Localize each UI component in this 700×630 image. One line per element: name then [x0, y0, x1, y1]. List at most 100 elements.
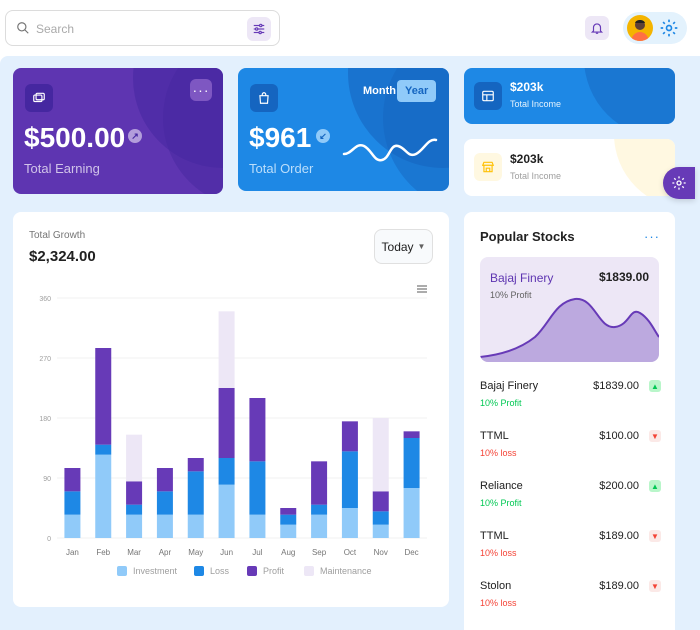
- bar-loss-sep[interactable]: [311, 504, 328, 515]
- legend-label: Profit: [263, 566, 285, 576]
- bar-loss-jan[interactable]: [64, 491, 81, 515]
- bar-investment-mar[interactable]: [126, 514, 143, 538]
- search-input[interactable]: [36, 19, 236, 39]
- bar-investment-nov[interactable]: [372, 524, 389, 538]
- earning-card: ··· $500.00 ↗ Total Earning: [13, 68, 223, 194]
- notifications-button[interactable]: [585, 16, 609, 40]
- bar-loss-apr[interactable]: [156, 491, 173, 515]
- bar-profit-mar[interactable]: [126, 481, 143, 505]
- bar-investment-jul[interactable]: [249, 514, 266, 538]
- bar-maintenance-nov[interactable]: [372, 418, 389, 492]
- legend-label: Loss: [210, 566, 230, 576]
- legend-label: Investment: [133, 566, 178, 576]
- stock-name: TTML: [480, 430, 509, 442]
- income-primary-label: Total Income: [510, 99, 562, 109]
- bar-profit-aug[interactable]: [280, 508, 297, 515]
- chevron-down-icon: ▼: [649, 430, 661, 442]
- bar-loss-oct[interactable]: [341, 451, 358, 508]
- chart-menu-icon[interactable]: [416, 283, 428, 295]
- earning-more-button[interactable]: ···: [190, 79, 212, 101]
- bar-profit-feb[interactable]: [95, 348, 112, 445]
- stock-row[interactable]: Reliance $200.00 ▲ 10% Profit: [480, 480, 661, 520]
- bar-loss-feb[interactable]: [95, 444, 112, 455]
- toggle-year[interactable]: Year: [397, 80, 437, 102]
- x-tick-label: Apr: [159, 548, 172, 557]
- bar-loss-aug[interactable]: [280, 514, 297, 525]
- bar-profit-jul[interactable]: [249, 398, 266, 462]
- stock-price: $189.00: [599, 530, 639, 542]
- stock-row[interactable]: TTML $100.00 ▼ 10% loss: [480, 430, 661, 470]
- legend-loss[interactable]: Loss: [194, 566, 229, 576]
- order-amount: $961: [249, 122, 312, 153]
- legend-maintenance[interactable]: Maintenance: [304, 566, 372, 576]
- bar-profit-jun[interactable]: [218, 388, 235, 458]
- x-tick-label: May: [188, 548, 203, 557]
- bar-investment-jun[interactable]: [218, 484, 235, 538]
- bar-investment-dec[interactable]: [403, 488, 420, 538]
- search-icon: [17, 22, 29, 34]
- bar-investment-aug[interactable]: [280, 524, 297, 538]
- stock-area-chart: [480, 297, 659, 362]
- income-card-secondary: $203k Total Income: [464, 139, 675, 196]
- legend-swatch: [304, 566, 314, 576]
- bar-loss-may[interactable]: [187, 471, 204, 515]
- bar-loss-jul[interactable]: [249, 461, 266, 515]
- bell-icon: [590, 23, 604, 34]
- bar-maintenance-jun[interactable]: [218, 311, 235, 388]
- stock-name: Reliance: [480, 480, 523, 492]
- bar-investment-apr[interactable]: [156, 514, 173, 538]
- period-select-value: Today: [381, 239, 414, 254]
- earning-label: Total Earning: [24, 161, 100, 176]
- growth-amount: $2,324.00: [29, 248, 96, 265]
- legend-investment[interactable]: Investment: [117, 566, 177, 576]
- bar-profit-may[interactable]: [187, 458, 204, 472]
- bar-investment-feb[interactable]: [95, 454, 112, 538]
- stock-price: $189.00: [599, 580, 639, 592]
- bar-investment-oct[interactable]: [341, 508, 358, 538]
- bar-loss-nov[interactable]: [372, 511, 389, 525]
- wallet-icon: [33, 92, 45, 103]
- bar-maintenance-mar[interactable]: [126, 434, 143, 482]
- profile-button[interactable]: [623, 12, 687, 44]
- table-icon: [482, 90, 494, 102]
- settings-icon: [660, 19, 678, 37]
- bar-profit-dec[interactable]: [403, 431, 420, 438]
- x-tick-label: Sep: [312, 548, 327, 557]
- stock-price: $200.00: [599, 480, 639, 492]
- stock-highlight-change: 10% Profit: [490, 290, 532, 300]
- stock-highlight-card[interactable]: Bajaj Finery $1839.00 10% Profit: [480, 257, 659, 362]
- legend-profit[interactable]: Profit: [247, 566, 284, 576]
- stock-row[interactable]: Bajaj Finery $1839.00 ▲ 10% Profit: [480, 380, 661, 420]
- income-card-primary: $203k Total Income: [464, 68, 675, 124]
- x-tick-label: Mar: [127, 548, 141, 557]
- customize-button[interactable]: [663, 167, 695, 199]
- bar-profit-apr[interactable]: [156, 468, 173, 492]
- bar-loss-jun[interactable]: [218, 458, 235, 485]
- shopping-bag-icon: [259, 92, 269, 104]
- bar-investment-sep[interactable]: [311, 514, 328, 538]
- bar-loss-dec[interactable]: [403, 438, 420, 488]
- x-tick-label: Feb: [96, 548, 110, 557]
- period-select[interactable]: Today ▼: [374, 229, 433, 264]
- bar-profit-jan[interactable]: [64, 468, 81, 492]
- x-tick-label: Nov: [374, 548, 388, 557]
- bar-profit-nov[interactable]: [372, 491, 389, 512]
- bar-investment-jan[interactable]: [64, 514, 81, 538]
- bar-loss-mar[interactable]: [126, 504, 143, 515]
- bar-investment-may[interactable]: [187, 514, 204, 538]
- order-sparkline: [342, 138, 438, 162]
- stock-name: Stolon: [480, 580, 512, 592]
- bar-profit-sep[interactable]: [311, 461, 328, 505]
- filter-button[interactable]: [247, 17, 271, 41]
- x-tick-label: Oct: [344, 548, 357, 557]
- stock-change: 10% Profit: [480, 498, 522, 508]
- chevron-up-icon: ▲: [649, 480, 661, 492]
- stock-row[interactable]: TTML $189.00 ▼ 10% loss: [480, 530, 661, 570]
- stocks-title: Popular Stocks: [480, 229, 575, 244]
- bar-profit-oct[interactable]: [341, 421, 358, 452]
- stock-row[interactable]: Stolon $189.00 ▼ 10% loss: [480, 580, 661, 620]
- toggle-month[interactable]: Month: [363, 85, 396, 97]
- income-primary-amount: $203k: [510, 80, 544, 94]
- stocks-more-button[interactable]: ···: [644, 229, 660, 244]
- chevron-up-icon: ▲: [649, 380, 661, 392]
